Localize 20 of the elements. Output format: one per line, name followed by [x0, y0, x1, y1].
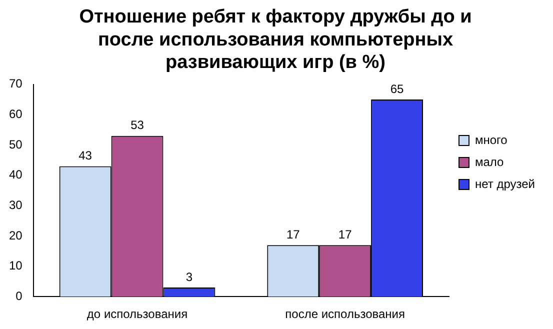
chart-title: Отношение ребят к фактору дружбы до и после использования компьютерных развивающих игр (в %) — [79, 6, 472, 74]
y-tick-label: 70 — [8, 76, 23, 91]
data-label: 53 — [130, 118, 144, 132]
y-tick-label: 30 — [8, 198, 23, 212]
y-tick-label: 20 — [8, 228, 23, 242]
y-tick-label: 10 — [8, 258, 23, 273]
x-tick-label: после использования — [285, 307, 405, 322]
data-label: 3 — [186, 270, 193, 284]
data-label: 65 — [390, 82, 404, 96]
data-label: 43 — [78, 148, 92, 163]
data-label: 17 — [338, 227, 352, 242]
legend-label: много — [474, 132, 508, 147]
legend-label: нет друзей — [474, 176, 536, 191]
y-tick-label: 0 — [16, 288, 23, 303]
y-tick-label: 50 — [8, 137, 23, 152]
legend-label: мало — [474, 154, 504, 169]
y-tick-label: 60 — [8, 107, 23, 122]
y-tick-label: 40 — [8, 168, 23, 182]
data-label: 17 — [286, 227, 300, 242]
x-tick-label: до использования — [86, 307, 188, 322]
